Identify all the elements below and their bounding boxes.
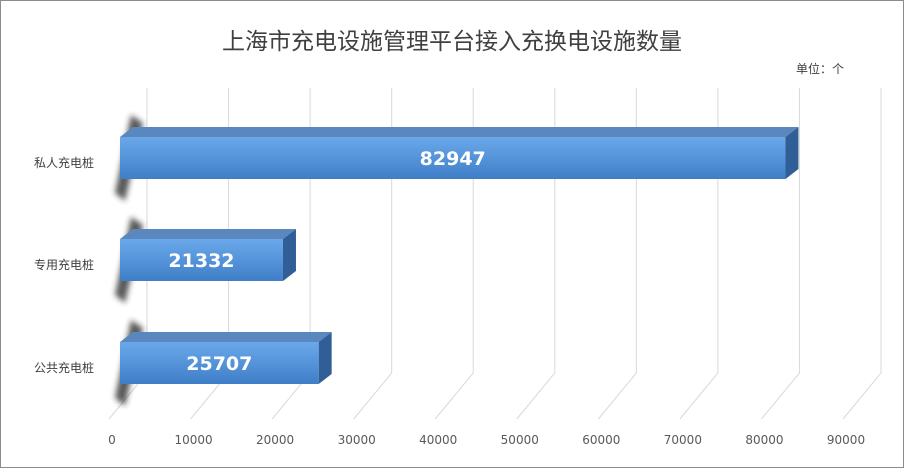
unit-label: 单位：个	[795, 62, 844, 76]
x-tick-label: 90000	[827, 433, 865, 447]
bar-front-face	[120, 137, 786, 179]
bar: 21332	[120, 229, 296, 281]
x-tick-label: 80000	[745, 433, 783, 447]
bar-top-face	[120, 127, 799, 137]
grid-line	[434, 88, 474, 420]
grid-line	[516, 88, 556, 420]
chart-title: 上海市充电设施管理平台接入充换电设施数量	[222, 29, 682, 55]
bar-side-face	[318, 332, 332, 384]
bar-front-face	[120, 239, 283, 281]
bar-data-label: 25707	[186, 353, 252, 375]
bar-side-face	[785, 127, 799, 179]
bar-data-label: 82947	[420, 148, 486, 170]
grid-line	[597, 88, 637, 420]
x-tick-label: 70000	[664, 433, 702, 447]
bar-top-face	[120, 229, 296, 239]
bar: 25707	[120, 332, 332, 384]
grid-line	[353, 88, 393, 420]
x-tick-label: 30000	[338, 433, 376, 447]
bar: 82947	[120, 127, 799, 179]
category-label: 私人充电桩	[34, 155, 94, 170]
bars: 82947 21332 25707	[120, 127, 799, 384]
x-tick-label: 20000	[256, 433, 294, 447]
grid-line	[679, 88, 719, 420]
category-label: 专用充电桩	[34, 257, 94, 272]
x-tick-label: 10000	[174, 433, 212, 447]
bar-top-face	[120, 332, 332, 342]
bar-data-label: 21332	[168, 250, 234, 272]
grid-line	[761, 88, 800, 420]
x-axis-ticks: 0 10000 20000 30000 40000 50000 60000 70000 8000…	[108, 433, 865, 447]
x-tick-label: 40000	[419, 433, 457, 447]
bar-side-face	[282, 229, 296, 281]
x-tick-label: 0	[108, 433, 116, 447]
grid-lines	[108, 88, 882, 420]
x-tick-label: 50000	[501, 433, 539, 447]
bar-front-face	[120, 342, 319, 384]
category-label: 公共充电桩	[34, 360, 94, 375]
x-tick-label: 60000	[582, 433, 620, 447]
grid-line	[842, 88, 882, 420]
